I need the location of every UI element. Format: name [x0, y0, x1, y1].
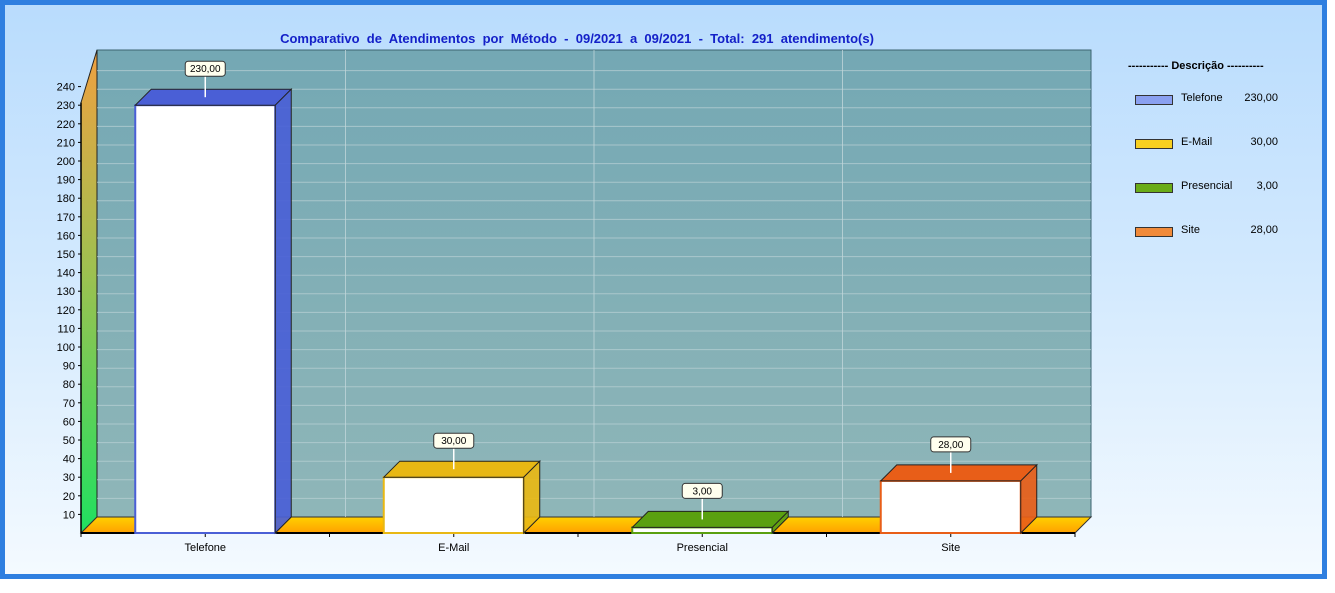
y-tick-label: 120: [57, 305, 75, 317]
legend-title: ----------- Descrição ----------: [1128, 60, 1264, 72]
data-label-box: [184, 60, 226, 77]
bar-front-2: [631, 526, 774, 534]
legend-label: Site: [1181, 224, 1200, 236]
chart-legend: ----------- Descrição ---------- Telefon…: [1128, 60, 1288, 268]
legend-swatch: [1135, 139, 1173, 149]
legend-item-presencial: Presencial 3,00: [1128, 180, 1288, 224]
legend-swatch: [1135, 95, 1173, 105]
y-tick-label: 150: [57, 249, 75, 261]
bar-side-2: [771, 510, 789, 535]
bar-top-2: [631, 510, 790, 528]
data-label-box: [930, 436, 972, 453]
y-tick-label: 50: [63, 435, 75, 447]
bar-top-0: [134, 88, 293, 106]
data-label: 30,00: [441, 436, 466, 447]
y-tick-label: 210: [57, 137, 75, 149]
y-tick-label: 70: [63, 398, 75, 410]
chart-canvas: Comparativo de Atendimentos por Método -…: [57, 31, 1093, 554]
y-tick-label: 20: [63, 491, 75, 503]
y-tick-label: 110: [57, 323, 75, 335]
legend-value: 3,00: [1256, 180, 1278, 192]
y-tick-label: 230: [57, 100, 75, 112]
legend-label: Telefone: [1181, 92, 1223, 104]
x-tick-label: E-Mail: [438, 542, 469, 554]
y-tick-label: 140: [57, 268, 75, 280]
data-label-box: [681, 482, 723, 499]
x-tick-label: Telefone: [184, 542, 226, 554]
bar-front-3: [879, 479, 1022, 535]
legend-value: 28,00: [1250, 224, 1278, 236]
y-tick-label: 80: [63, 379, 75, 391]
legend-label: Presencial: [1181, 180, 1233, 192]
legend-swatch: [1135, 183, 1173, 193]
bar-side-1: [523, 459, 541, 535]
data-label: 28,00: [938, 440, 963, 451]
legend-swatch: [1135, 227, 1173, 237]
y-tick-label: 40: [63, 454, 75, 466]
bar-side-0: [274, 87, 292, 535]
legend-value: 230,00: [1244, 92, 1278, 104]
y-tick-label: 30: [63, 472, 75, 484]
bar-top-3: [879, 464, 1038, 482]
data-label-box: [433, 432, 475, 449]
data-label: 230,00: [190, 64, 221, 75]
bar-top-1: [382, 460, 541, 478]
x-tick-label: Presencial: [677, 542, 728, 554]
y-tick-label: 190: [57, 175, 75, 187]
data-label: 3,00: [693, 486, 713, 497]
y-tick-label: 170: [57, 212, 75, 224]
y-tick-label: 130: [57, 286, 75, 298]
legend-label: E-Mail: [1181, 136, 1213, 148]
y-tick-label: 200: [57, 156, 75, 168]
y-tick-label: 90: [63, 361, 75, 373]
y-tick-label: 100: [57, 342, 75, 354]
bar-front-0: [134, 104, 277, 534]
y-tick-label: 160: [57, 230, 75, 242]
chart-frame: Comparativo de Atendimentos por Método -…: [0, 0, 1327, 579]
bar-front-1: [382, 476, 525, 535]
legend-value: 30,00: [1250, 136, 1278, 148]
bar-side-3: [1020, 463, 1038, 535]
x-tick-label: Site: [941, 542, 960, 554]
plot-left-wall: [80, 49, 98, 535]
legend-item-site: Site 28,00: [1128, 224, 1288, 268]
y-tick-label: 220: [57, 119, 75, 131]
y-tick-label: 240: [57, 82, 75, 94]
chart-title: Comparativo de Atendimentos por Método -…: [280, 31, 874, 46]
y-tick-label: 10: [63, 509, 75, 521]
y-tick-label: 180: [57, 193, 75, 205]
legend-item-telefone: Telefone 230,00: [1128, 92, 1288, 136]
y-tick-label: 60: [63, 416, 75, 428]
legend-item-email: E-Mail 30,00: [1128, 136, 1288, 180]
